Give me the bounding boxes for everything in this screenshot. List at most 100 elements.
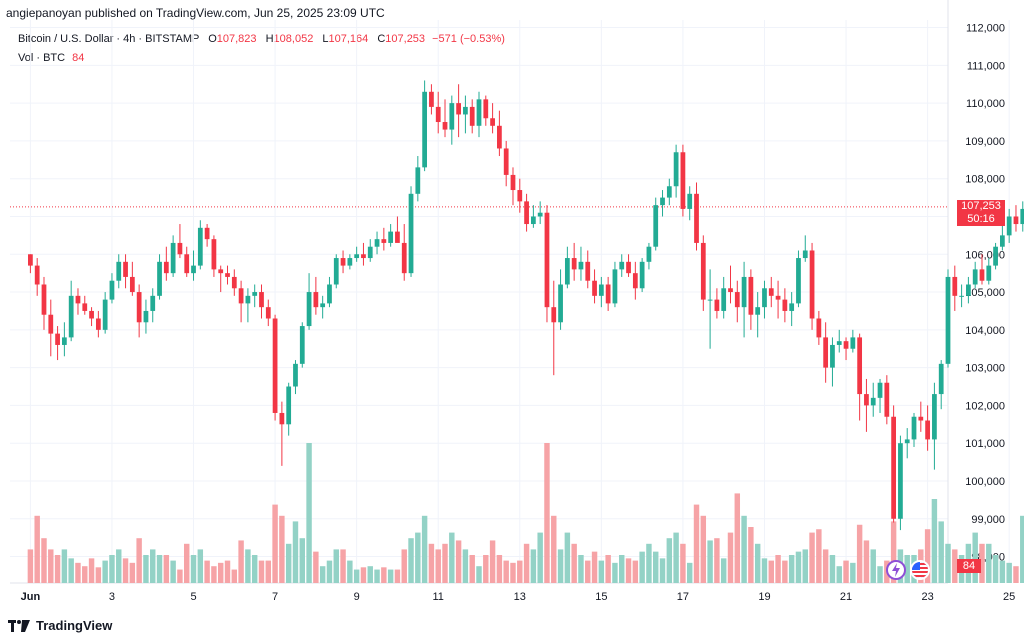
candle-body xyxy=(170,242,176,274)
candle-body xyxy=(789,303,795,311)
us-flag-icon[interactable] xyxy=(910,560,930,580)
volume-bar xyxy=(82,566,88,583)
candle-body xyxy=(673,152,679,187)
candle-body xyxy=(503,148,509,175)
volume-bar xyxy=(945,543,951,583)
high-value: 108,052 xyxy=(273,33,314,45)
volume-bar xyxy=(333,549,339,583)
candle-body xyxy=(490,118,495,126)
y-tick-label: 103,000 xyxy=(965,363,1005,375)
volume-bar xyxy=(211,566,217,583)
candle-body xyxy=(748,276,754,315)
candle-body xyxy=(904,439,910,444)
candle-body xyxy=(177,242,183,255)
volume-bar xyxy=(856,524,863,583)
volume-bar xyxy=(673,532,679,583)
candle-body xyxy=(714,299,720,311)
volume-bar xyxy=(217,562,224,583)
candle-body xyxy=(55,333,60,345)
y-tick-label: 108,000 xyxy=(965,174,1005,186)
candle-body xyxy=(639,261,645,289)
flash-badge-icon[interactable] xyxy=(886,560,906,580)
volume-bar xyxy=(693,504,700,583)
volume-bar xyxy=(319,566,326,583)
volume-bar xyxy=(163,555,170,583)
volume-bar xyxy=(75,562,81,583)
candle-body xyxy=(571,258,577,270)
volume-bar xyxy=(890,521,897,583)
tradingview-logo-icon xyxy=(8,619,30,632)
candle-body xyxy=(938,363,944,395)
candle-body xyxy=(843,341,849,349)
candle-body xyxy=(293,363,298,387)
candle-body xyxy=(823,337,829,368)
candle-body xyxy=(415,167,421,194)
volume-bar xyxy=(415,532,421,583)
volume-bar xyxy=(619,555,625,583)
volume-bar xyxy=(177,569,183,583)
candle-body xyxy=(564,258,570,285)
volume-bar xyxy=(802,549,808,583)
volume-bar xyxy=(156,555,163,583)
volume-bar xyxy=(245,549,251,583)
volume-bar xyxy=(510,562,516,583)
candle-body xyxy=(75,295,81,304)
low-label: L xyxy=(322,33,329,45)
volume-bar xyxy=(931,499,938,583)
volume-bar xyxy=(428,543,435,583)
candle-body xyxy=(646,246,652,262)
volume-bar xyxy=(367,566,373,583)
candle-body xyxy=(898,443,903,519)
volume-bar xyxy=(585,560,591,583)
volume-bar xyxy=(476,566,482,583)
volume-bar xyxy=(517,560,523,583)
candle-body xyxy=(530,216,536,225)
x-tick-label: 7 xyxy=(272,591,278,603)
volume-bar xyxy=(1013,566,1019,583)
volume-bar xyxy=(999,560,1006,583)
candle-body xyxy=(979,269,985,281)
candle-body xyxy=(483,99,489,119)
candle-body xyxy=(592,280,597,296)
volume-bar xyxy=(279,515,285,583)
volume-bar xyxy=(442,543,448,583)
volume-bar xyxy=(748,527,754,583)
candle-body xyxy=(327,284,332,304)
x-tick-label: 25 xyxy=(1003,591,1015,603)
candle-body xyxy=(320,303,326,308)
volume-bar xyxy=(347,560,353,583)
volume-bar xyxy=(496,555,503,583)
last-price-value: 107,253 xyxy=(961,199,1001,212)
candle-body xyxy=(721,288,727,311)
candle-body xyxy=(870,397,876,406)
volume-bar xyxy=(564,532,571,583)
volume-bar xyxy=(768,560,774,583)
volume-bar xyxy=(190,555,197,583)
volume-bar xyxy=(523,543,530,583)
candle-body xyxy=(28,254,33,266)
candle-body xyxy=(816,318,822,338)
volume-bar xyxy=(986,543,992,583)
high-label: H xyxy=(265,33,274,45)
volume-bar xyxy=(795,551,802,583)
volume-bar xyxy=(503,560,509,583)
volume-label: Vol · BTC xyxy=(18,52,66,64)
open-value: 107,823 xyxy=(216,33,257,45)
volume-bar xyxy=(741,515,747,583)
candle-body xyxy=(1006,216,1012,236)
footer-brand: TradingView xyxy=(8,618,112,633)
candle-body xyxy=(116,261,122,281)
volume-bar xyxy=(632,560,639,583)
candle-body xyxy=(299,326,305,364)
volume-bar xyxy=(544,443,550,583)
volume-bar xyxy=(727,532,734,583)
candle-body xyxy=(197,227,203,266)
candle-body xyxy=(347,258,353,266)
x-tick-label: 5 xyxy=(190,591,196,603)
candle-body xyxy=(82,303,88,311)
y-tick-label: 109,000 xyxy=(965,136,1005,148)
candle-body xyxy=(265,307,271,319)
candle-body xyxy=(857,337,863,395)
candle-body xyxy=(435,106,441,123)
